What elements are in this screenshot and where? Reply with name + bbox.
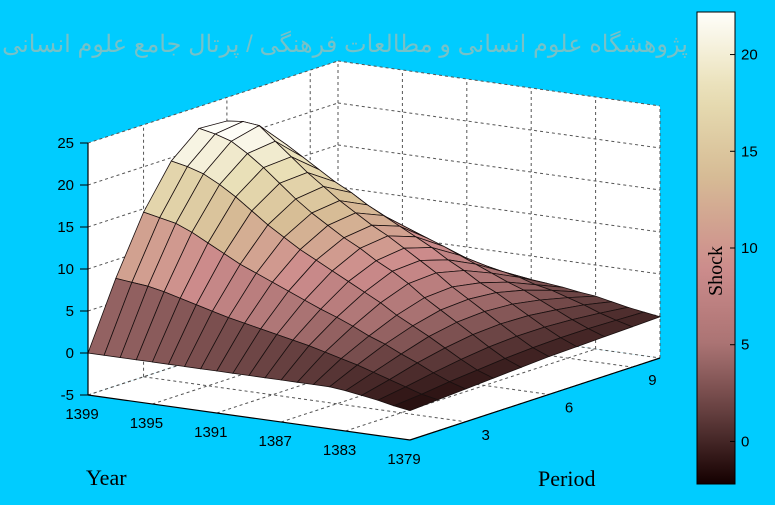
colorbar: 0 5 10 15 20 <box>696 11 758 485</box>
colorbar-tick-label: 5 <box>741 337 749 354</box>
period-axis-label: Period <box>538 466 595 491</box>
z-tick-label: 10 <box>57 261 74 278</box>
grid-line-z <box>337 144 661 191</box>
z-tick-label: 0 <box>66 345 74 362</box>
tick-labels: -5 0 5 10 15 20 25 1399 1395 1391 1387 1383 1379 3 6 9 <box>57 135 656 468</box>
colorbar-tick-label: 20 <box>741 47 758 64</box>
year-tick-label: 1383 <box>323 442 356 459</box>
period-tick-label: 9 <box>648 372 656 389</box>
watermark: پژوهشگاه علوم انسانی و مطالعات فرهنگی / … <box>2 30 688 58</box>
z-tick-label: 20 <box>57 177 74 194</box>
grid-line-z <box>87 60 339 144</box>
colorbar-tick-label: 10 <box>741 240 758 257</box>
grid-line-period <box>143 376 466 423</box>
grid-line-year <box>216 330 467 414</box>
grid-line-z <box>87 102 339 186</box>
z-tick-label: 25 <box>57 135 74 152</box>
period-axis-line <box>409 357 661 441</box>
grid-line-z <box>87 144 339 228</box>
grid-line-z <box>337 186 661 233</box>
grid-line-year <box>281 339 532 423</box>
surface-mesh <box>87 120 662 412</box>
year-tick-label: 1379 <box>387 451 420 468</box>
z-tick-label: 15 <box>57 219 74 236</box>
colorbar-tick-label: 0 <box>741 433 749 450</box>
grid-line-year <box>345 348 596 432</box>
year-axis-line <box>87 394 411 441</box>
surface-cell <box>392 393 439 412</box>
grid-line-z <box>337 60 661 107</box>
colorbar-label: Shock <box>705 246 727 296</box>
period-tick-label: 6 <box>565 399 573 416</box>
grid-line-year <box>152 321 403 405</box>
grid-line-year <box>87 312 339 396</box>
year-tick-label: 1387 <box>259 433 292 450</box>
z-tick-label: -5 <box>61 387 74 404</box>
year-tick-label: 1391 <box>194 424 227 441</box>
year-tick-label: 1395 <box>130 415 163 432</box>
period-tick-label: 3 <box>482 427 490 444</box>
colorbar-scale <box>696 11 736 485</box>
year-axis-label: Year <box>86 465 127 490</box>
z-tick-label: 5 <box>66 303 74 320</box>
year-tick-label: 1399 <box>65 406 98 423</box>
colorbar-tick-label: 15 <box>741 143 758 160</box>
grid-line-z <box>337 102 661 149</box>
